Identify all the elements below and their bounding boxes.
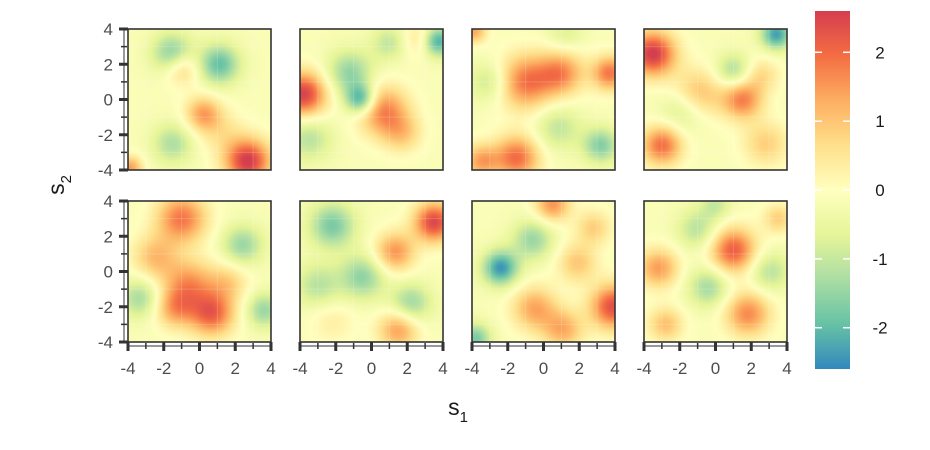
facet-panel bbox=[127, 200, 272, 343]
colorbar-tick-label: 1 bbox=[875, 112, 884, 131]
y-tick-label: -2 bbox=[98, 126, 113, 145]
heatmap-raster bbox=[644, 29, 787, 170]
facet-panel bbox=[643, 28, 788, 171]
heatmap-raster bbox=[472, 29, 615, 170]
panel-border bbox=[471, 28, 616, 171]
heatmap-raster bbox=[300, 29, 443, 170]
facet-panel bbox=[299, 200, 444, 343]
y-tick-label: 4 bbox=[104, 20, 113, 39]
colorbar: 2 1 0 -1 -2 bbox=[815, 11, 888, 369]
x-axis: -4 -2 0 2 4 bbox=[120, 342, 276, 378]
y-tick-label: 0 bbox=[104, 263, 113, 282]
x-tick-label: -2 bbox=[328, 359, 343, 378]
facet-panel bbox=[643, 200, 788, 343]
panel-border bbox=[643, 28, 788, 171]
x-tick-label: 4 bbox=[438, 359, 447, 378]
x-tick-label: 2 bbox=[747, 359, 756, 378]
heatmap-raster bbox=[128, 29, 271, 170]
colorbar-tick-label: 2 bbox=[875, 43, 884, 62]
x-tick-label: 2 bbox=[403, 359, 412, 378]
y-axis: -4 -2 0 2 4 bbox=[98, 192, 128, 352]
x-tick-label: 2 bbox=[231, 359, 240, 378]
y-tick-label: -4 bbox=[98, 161, 113, 180]
x-tick-label: 0 bbox=[195, 359, 204, 378]
heatmap-raster bbox=[644, 201, 787, 342]
x-tick-label: -4 bbox=[464, 359, 479, 378]
y-tick-label: -4 bbox=[98, 333, 113, 352]
heatmap-raster bbox=[128, 201, 271, 342]
x-tick-label: 0 bbox=[539, 359, 548, 378]
x-tick-label: 0 bbox=[711, 359, 720, 378]
panel-border bbox=[299, 28, 444, 171]
facet-panel bbox=[299, 28, 444, 171]
axes-layer: -4 -2 0 2 4 -4 -2 0 2 4 -4 -2 0 2 4 -4 -2 0 2 4 -4 -2 0 2 4 -4 -2 0… bbox=[98, 20, 792, 378]
y-tick-label: 2 bbox=[104, 227, 113, 246]
x-tick-label: -4 bbox=[292, 359, 307, 378]
x-tick-label: -2 bbox=[672, 359, 687, 378]
x-tick-label: -4 bbox=[120, 359, 135, 378]
colorbar-ticks: 2 1 0 -1 -2 bbox=[815, 43, 888, 338]
colorbar-tick-label: -1 bbox=[872, 250, 887, 269]
x-axis: -4 -2 0 2 4 bbox=[636, 342, 792, 378]
y-axis: -4 -2 0 2 4 bbox=[98, 20, 128, 180]
x-axis: -4 -2 0 2 4 bbox=[464, 342, 620, 378]
facet-panel bbox=[127, 28, 272, 171]
x-axis-title: s1 bbox=[448, 394, 468, 426]
x-tick-label: 4 bbox=[782, 359, 791, 378]
facet-panel bbox=[471, 28, 616, 171]
x-tick-label: -2 bbox=[156, 359, 171, 378]
y-tick-label: -2 bbox=[98, 298, 113, 317]
heatmap-raster bbox=[300, 201, 443, 342]
x-tick-label: 2 bbox=[575, 359, 584, 378]
x-axis: -4 -2 0 2 4 bbox=[292, 342, 448, 378]
y-tick-label: 2 bbox=[104, 55, 113, 74]
x-tick-label: 4 bbox=[266, 359, 275, 378]
y-tick-label: 4 bbox=[104, 192, 113, 211]
x-tick-label: 4 bbox=[610, 359, 619, 378]
heatmap-raster bbox=[472, 201, 615, 342]
x-tick-label: -2 bbox=[500, 359, 515, 378]
x-tick-label: 0 bbox=[367, 359, 376, 378]
y-tick-label: 0 bbox=[104, 91, 113, 110]
facet-panel bbox=[471, 200, 616, 343]
panels-layer bbox=[127, 28, 788, 343]
x-tick-label: -4 bbox=[636, 359, 651, 378]
colorbar-tick-label: 0 bbox=[875, 181, 884, 200]
colorbar-tick-label: -2 bbox=[872, 319, 887, 338]
y-axis-title: s2 bbox=[43, 175, 75, 195]
